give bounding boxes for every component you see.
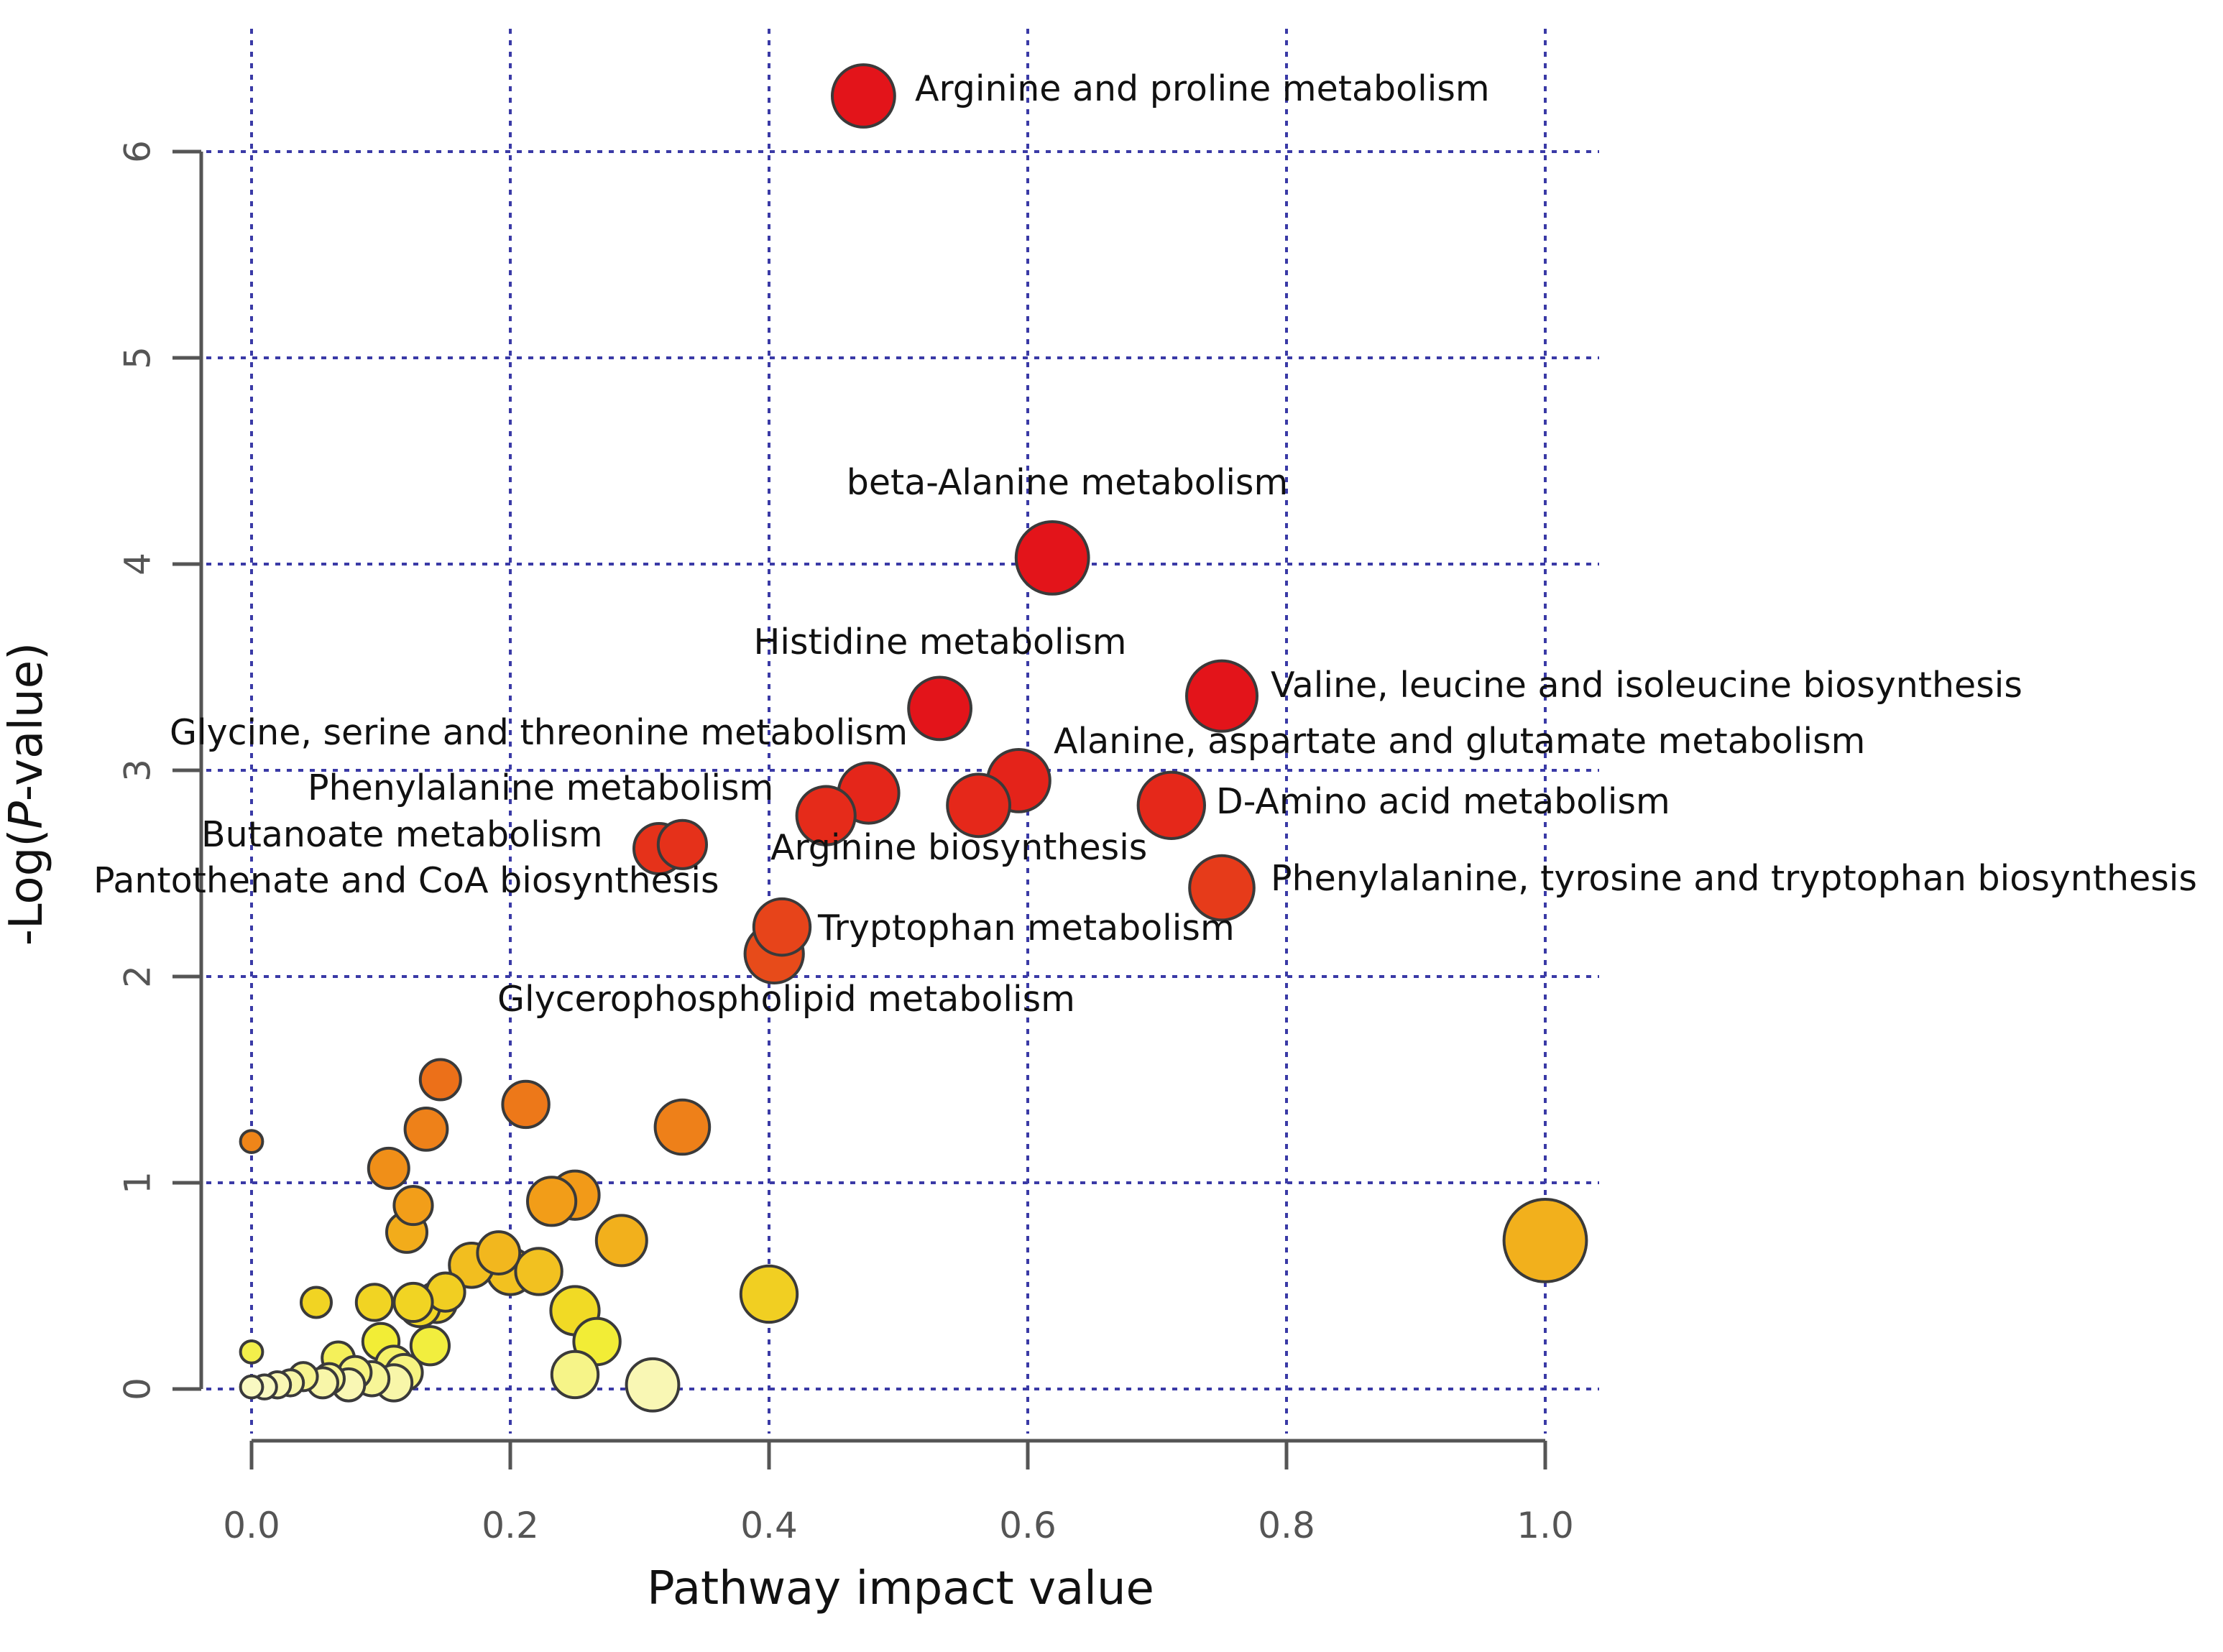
data-point-11 xyxy=(1188,854,1256,922)
y-tick-label-0: 0 xyxy=(117,1378,159,1400)
data-point-18 xyxy=(239,1129,264,1154)
data-point-2 xyxy=(907,675,972,742)
y-tick-label-2: 2 xyxy=(117,965,159,988)
y-axis-title-prefix: -Log( xyxy=(0,829,53,946)
point-label-8: D-Amino acid metabolism xyxy=(1216,781,1670,822)
data-point-35 xyxy=(300,1286,333,1319)
point-label-10: Pantothenate and CoA biosynthesis xyxy=(93,860,719,901)
data-point-14 xyxy=(418,1058,462,1102)
point-labels: Arginine and proline metabolism beta-Alan… xyxy=(93,68,2197,1020)
data-point-24 xyxy=(1502,1197,1588,1283)
point-label-0: Arginine and proline metabolism xyxy=(915,68,1490,109)
data-point-54 xyxy=(625,1357,681,1413)
y-axis-title-suffix: -value) xyxy=(0,642,53,801)
y-axis-title-italic: P xyxy=(0,801,53,829)
data-point-12 xyxy=(752,897,812,957)
point-label-5: Alanine, aspartate and glutamate metabol… xyxy=(1054,721,1865,762)
data-point-7 xyxy=(946,772,1011,839)
x-tick-label-2: 0.4 xyxy=(740,1505,798,1546)
point-label-1: beta-Alanine metabolism xyxy=(847,462,1288,503)
data-point-33 xyxy=(392,1281,434,1324)
point-label-12: Tryptophan metabolism xyxy=(817,908,1235,949)
point-label-6: Phenylalanine metabolism xyxy=(308,767,773,808)
point-label-9: Butanoate metabolism xyxy=(201,814,603,855)
data-point-15 xyxy=(501,1079,551,1130)
point-label-4: Glycine, serine and threonine metabolism xyxy=(170,712,908,753)
data-point-29 xyxy=(514,1247,563,1296)
data-point-1 xyxy=(1014,520,1090,596)
data-point-30 xyxy=(739,1264,799,1324)
data-point-26 xyxy=(476,1230,522,1275)
point-label-13: Glycerophospholipid metabolism xyxy=(497,979,1075,1020)
point-label-3: Valine, leucine and isoleucine biosynthe… xyxy=(1271,665,2022,706)
y-tick-label-6: 6 xyxy=(117,140,159,163)
x-tick-label-5: 1.0 xyxy=(1516,1505,1574,1546)
data-point-56 xyxy=(239,1374,264,1400)
data-point-6 xyxy=(795,785,857,846)
data-point-41 xyxy=(239,1339,264,1365)
data-point-25 xyxy=(594,1214,648,1268)
data-point-21 xyxy=(526,1176,578,1227)
data-point-22 xyxy=(392,1184,434,1227)
data-point-16 xyxy=(653,1098,712,1156)
y-tick-label-5: 5 xyxy=(117,346,159,369)
data-point-17 xyxy=(403,1106,449,1152)
point-label-7: Arginine biosynthesis xyxy=(770,827,1147,868)
x-tick-label-3: 0.6 xyxy=(999,1505,1057,1546)
data-point-45 xyxy=(550,1349,600,1400)
data-point-9 xyxy=(656,818,709,870)
data-points xyxy=(239,63,1588,1413)
data-point-19 xyxy=(367,1146,410,1190)
point-label-2: Histidine metabolism xyxy=(754,622,1127,663)
data-point-34 xyxy=(354,1283,395,1322)
y-axis-title: -Log(P-value) xyxy=(0,642,53,946)
x-tick-label-1: 0.2 xyxy=(482,1505,539,1546)
data-point-8 xyxy=(1136,770,1207,840)
y-tick-label-3: 3 xyxy=(117,759,159,782)
grid-lines xyxy=(183,29,1599,1434)
x-axis-title: Pathway impact value xyxy=(647,1562,1154,1615)
y-tick-label-4: 4 xyxy=(117,553,159,576)
axes: 0 1 2 3 4 5 6 0.0 0.2 0.4 0.6 0.8 1.0 xyxy=(117,140,1574,1546)
point-label-11: Phenylalanine, tyrosine and tryptophan b… xyxy=(1271,858,2197,899)
x-tick-label-0: 0.0 xyxy=(223,1505,280,1546)
data-point-0 xyxy=(831,63,896,129)
data-point-40 xyxy=(409,1325,451,1367)
data-point-3 xyxy=(1185,659,1258,733)
y-tick-label-1: 1 xyxy=(117,1171,159,1194)
x-tick-label-4: 0.8 xyxy=(1258,1505,1315,1546)
